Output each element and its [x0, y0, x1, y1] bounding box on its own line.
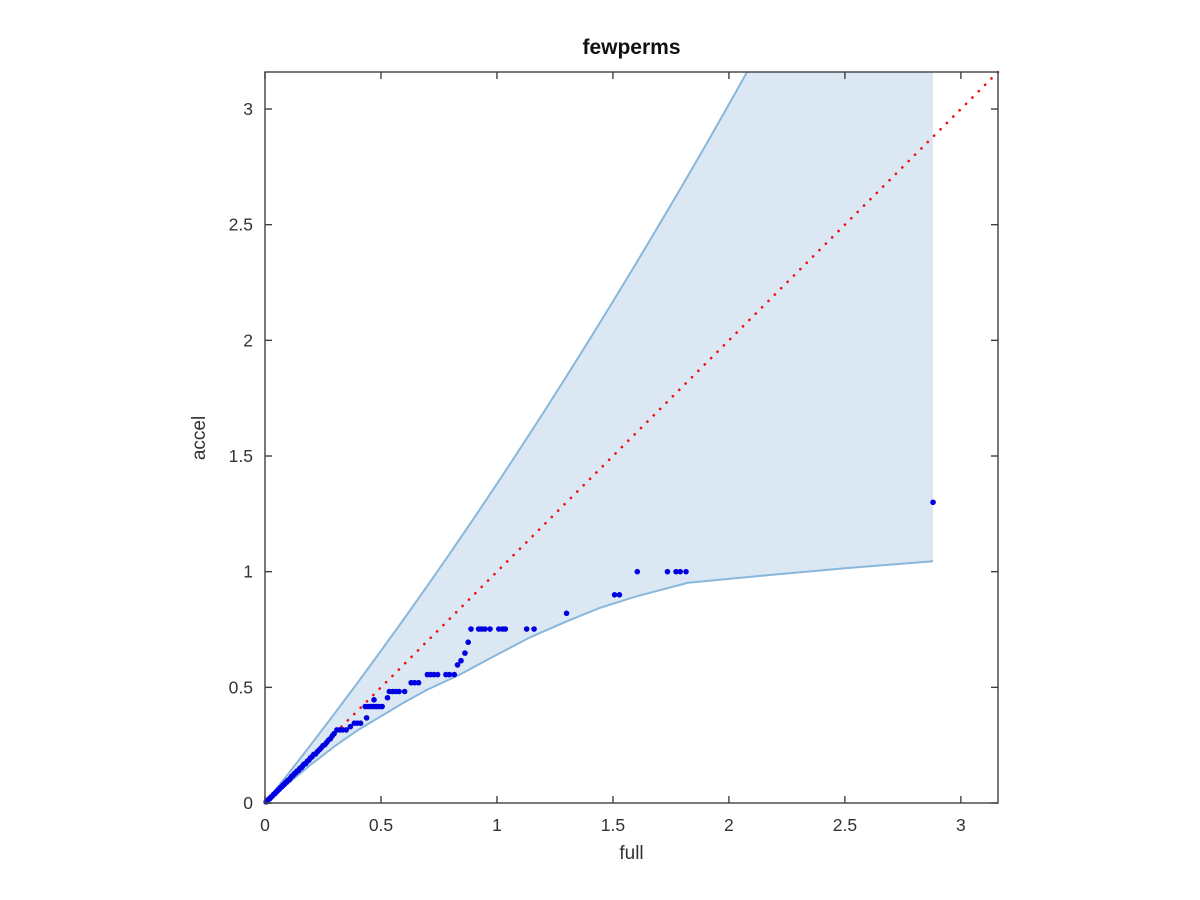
data-point [357, 720, 364, 726]
data-point [502, 626, 509, 632]
data-point [411, 679, 418, 686]
data-point [401, 688, 408, 695]
data-point [468, 626, 474, 632]
data-point [462, 650, 468, 656]
data-point [343, 727, 349, 733]
data-point [454, 662, 461, 668]
chart-title: fewperms [582, 36, 681, 59]
y-tick-label: 2.5 [229, 215, 253, 235]
data-point [415, 679, 422, 686]
data-point [616, 592, 623, 598]
band-lower-edge [264, 560, 934, 804]
x-tick-label: 0 [260, 815, 270, 835]
data-point [677, 568, 684, 575]
data-point [683, 568, 689, 575]
data-point [371, 697, 377, 703]
band-upper-edge [264, 71, 748, 804]
y-tick-label: 2 [243, 330, 253, 350]
data-point [531, 626, 537, 632]
y-tick-label: 1 [243, 562, 253, 582]
data-point [930, 499, 936, 506]
data-point [363, 715, 370, 721]
data-point [458, 657, 464, 664]
x-tick-label: 1 [492, 815, 502, 835]
data-point [673, 568, 679, 575]
data-point [465, 639, 471, 646]
plot-box [264, 71, 999, 804]
y-axis-label: accel [189, 415, 210, 461]
data-point [347, 723, 354, 730]
data-point [482, 626, 488, 632]
x-axis-label: full [619, 843, 644, 864]
y-tick-label: 3 [243, 99, 253, 119]
data-point [379, 703, 385, 710]
data-point [446, 671, 453, 678]
data-point [487, 626, 493, 632]
data-point [396, 688, 402, 695]
data-point [664, 568, 671, 575]
x-tick-label: 2 [724, 815, 734, 835]
confidence-band [265, 72, 934, 803]
data-point [384, 694, 391, 701]
y-tick-label: 1.5 [229, 446, 253, 466]
data-point [563, 610, 570, 617]
y-tick-label: 0 [243, 793, 253, 813]
x-tick-label: 0.5 [369, 815, 393, 835]
y-tick-label: 0.5 [229, 677, 253, 697]
data-point [434, 671, 441, 678]
x-tick-label: 3 [956, 815, 966, 835]
data-point [611, 592, 618, 598]
data-point [634, 568, 641, 575]
x-tick-label: 2.5 [833, 815, 857, 835]
data-point [523, 626, 530, 632]
x-tick-label: 1.5 [601, 815, 625, 835]
data-point [451, 671, 458, 678]
